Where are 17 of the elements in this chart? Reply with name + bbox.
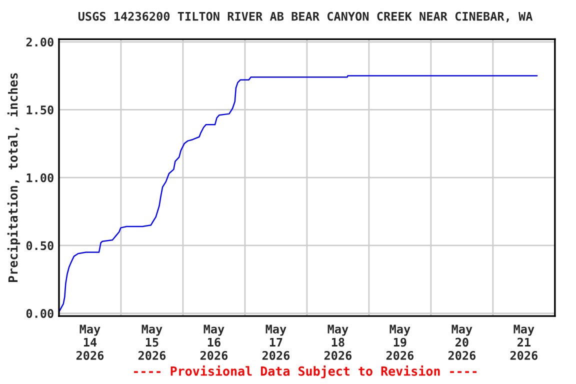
text: ---- Provisional Data Subject to Revision ---- [134, 365, 477, 378]
x-tick-label: May 19 2026 [386, 324, 414, 360]
y-tick-label: 1.50 [26, 105, 54, 114]
x-tick-label: May 14 2026 [76, 324, 104, 360]
x-tick-label: May 20 2026 [448, 324, 476, 360]
y-tick-label: 2.00 [26, 38, 54, 47]
x-tick-label: May 21 2026 [510, 324, 538, 360]
y-tick-label: 1.00 [26, 173, 54, 182]
y-tick-label: 0.50 [26, 241, 54, 250]
y-axis-title: Precipitation, total, inches [7, 73, 20, 282]
chart-title: USGS 14236200 TILTON RIVER AB BEAR CANYON CREEK NEAR CINEBAR, WA [78, 12, 533, 22]
y-tick-label: 0.00 [26, 309, 54, 318]
x-tick-label: May 17 2026 [262, 324, 290, 360]
x-tick-label: May 16 2026 [200, 324, 228, 360]
x-tick-label: May 15 2026 [138, 324, 166, 360]
line-series [58, 75, 538, 313]
x-tick-label: May 18 2026 [324, 324, 352, 360]
